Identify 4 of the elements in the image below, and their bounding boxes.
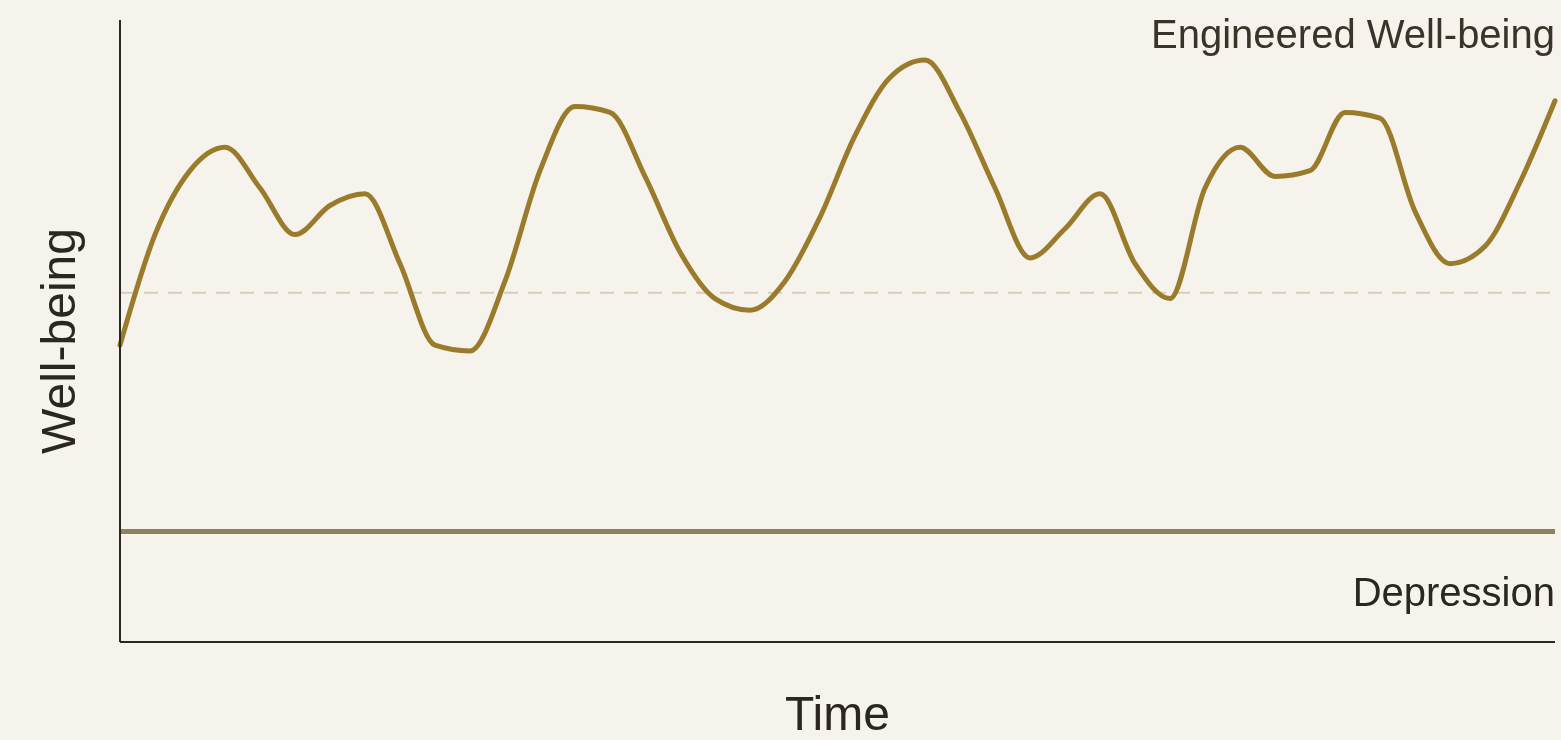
ref-line-label: Depression [1352,570,1555,615]
series-label: Engineered Well-being [1151,12,1555,56]
x-axis-title: Time [785,687,890,740]
y-axis-title: Well-being [32,228,85,454]
